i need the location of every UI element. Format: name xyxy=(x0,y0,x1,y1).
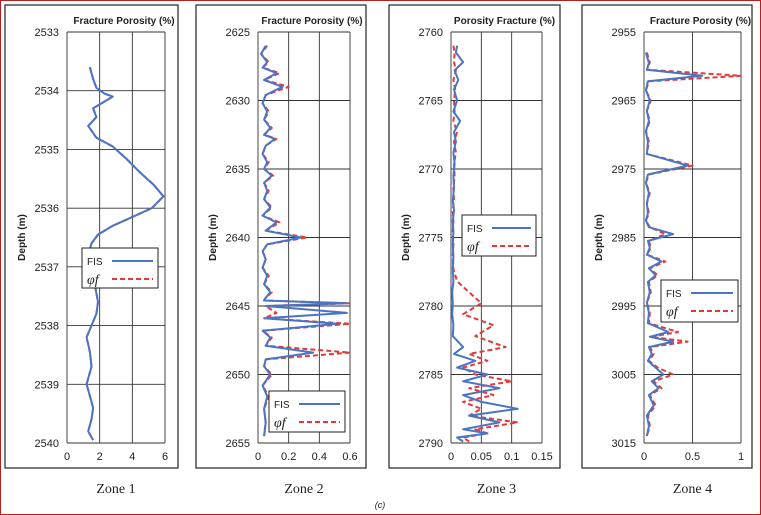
y-tick-label: 2534 xyxy=(35,86,59,98)
series-phi-line xyxy=(644,52,741,437)
x-tick-label: 0.05 xyxy=(471,451,492,463)
axis-title-depth: Depth (m) xyxy=(17,214,28,261)
legend-label-phi: φf xyxy=(274,416,288,431)
y-tick-label: 2955 xyxy=(612,27,636,39)
y-tick-label: 3005 xyxy=(612,370,636,382)
axis-title-depth: Depth (m) xyxy=(401,214,412,261)
y-tick-label: 2645 xyxy=(226,301,250,313)
axis-title-porosity: Fracture Porosity (%) xyxy=(261,16,362,27)
panel-border xyxy=(388,4,561,469)
y-tick-label: 2640 xyxy=(226,233,250,245)
series-fis-line xyxy=(451,45,519,443)
x-tick-label: 4 xyxy=(129,451,135,463)
y-tick-label: 2625 xyxy=(226,27,250,39)
axis-title-porosity: Fracture Porosity (%) xyxy=(73,16,174,27)
x-tick-label: 0 xyxy=(448,451,454,463)
legend-label-fis: FIS xyxy=(467,224,483,235)
axis-title-porosity: Fracture Porosity (%) xyxy=(650,16,751,27)
y-tick-label: 2965 xyxy=(612,96,636,108)
series-fis-line xyxy=(260,45,348,437)
y-tick-label: 2535 xyxy=(35,144,59,156)
zone-panel-1: 2533 2534 2535 2536 2537 2538 2539 2540 0 2 4 6 Frac… xyxy=(4,4,179,497)
legend-label-phi: φf xyxy=(87,273,101,288)
x-tick-label: 1 xyxy=(738,451,744,463)
panel-border xyxy=(195,4,367,469)
x-tick-label: 0.1 xyxy=(504,451,519,463)
figure-caption: (c) xyxy=(375,500,386,510)
y-tick-label: 2536 xyxy=(35,203,59,215)
axis-title-porosity: Porosity Fracture (%) xyxy=(454,16,555,27)
y-tick-label: 2540 xyxy=(35,438,59,450)
x-tick-label: 0 xyxy=(255,451,261,463)
zone-label: Zone 2 xyxy=(284,482,323,497)
x-tick-label: 0.4 xyxy=(312,451,327,463)
legend: FIS φf xyxy=(461,214,537,257)
series-fis-line xyxy=(85,66,165,441)
x-tick-label: 0.6 xyxy=(342,451,357,463)
legend-box xyxy=(660,279,739,323)
series-fis-line xyxy=(644,52,704,437)
legend-label-fis: FIS xyxy=(87,257,103,268)
y-tick-label: 2780 xyxy=(419,301,443,313)
legend: FIS φf xyxy=(268,390,346,433)
x-tick-label: 0 xyxy=(64,451,70,463)
panel-border xyxy=(581,4,753,469)
y-tick-label: 2635 xyxy=(226,164,250,176)
axis-title-depth: Depth (m) xyxy=(208,214,219,261)
legend-label-fis: FIS xyxy=(666,289,682,300)
zone-panel-4: 2955 2965 2975 2985 2995 3005 3015 0 0.5 1 Fractur… xyxy=(581,4,753,497)
zone-panel-3: 2760 2765 2770 2775 2780 2785 2790 0 0.05 0.1 0.15… xyxy=(388,4,561,497)
y-tick-label: 2975 xyxy=(612,164,636,176)
legend-box xyxy=(461,214,537,257)
zone-label: Zone 1 xyxy=(96,482,135,497)
y-tick-label: 2765 xyxy=(419,96,443,108)
y-tick-label: 2770 xyxy=(419,164,443,176)
y-tick-label: 2760 xyxy=(419,27,443,39)
y-tick-label: 2539 xyxy=(35,379,59,391)
legend: FIS φf xyxy=(81,247,159,289)
y-tick-label: 2985 xyxy=(612,233,636,245)
y-tick-label: 3015 xyxy=(612,438,636,450)
y-tick-label: 2790 xyxy=(419,438,443,450)
legend: FIS φf xyxy=(660,279,739,323)
y-tick-label: 2630 xyxy=(226,96,250,108)
x-tick-label: 6 xyxy=(162,451,168,463)
y-tick-label: 2775 xyxy=(419,233,443,245)
series-phi-line xyxy=(260,45,350,437)
legend-box xyxy=(81,247,159,289)
y-tick-label: 2995 xyxy=(612,301,636,313)
x-tick-label: 0.15 xyxy=(531,451,552,463)
x-tick-label: 0.5 xyxy=(685,451,700,463)
zone-panel-2: 2625 2630 2635 2640 2645 2650 2655 0 0.2 0.4 0.6 Fr… xyxy=(195,4,367,497)
y-tick-label: 2537 xyxy=(35,262,59,274)
legend-label-fis: FIS xyxy=(274,400,290,411)
y-tick-label: 2655 xyxy=(226,438,250,450)
x-tick-label: 0.2 xyxy=(281,451,296,463)
legend-box xyxy=(268,390,346,433)
axis-title-depth: Depth (m) xyxy=(594,214,605,261)
y-tick-label: 2538 xyxy=(35,321,59,333)
y-tick-label: 2650 xyxy=(226,370,250,382)
y-tick-label: 2785 xyxy=(419,370,443,382)
zone-label: Zone 3 xyxy=(477,482,516,497)
legend-label-phi: φf xyxy=(467,240,481,255)
zone-label: Zone 4 xyxy=(673,482,712,497)
x-tick-label: 2 xyxy=(97,451,103,463)
y-tick-label: 2533 xyxy=(35,27,59,39)
x-tick-label: 0 xyxy=(641,451,647,463)
panel-border xyxy=(4,4,179,469)
legend-label-phi: φf xyxy=(666,305,680,320)
